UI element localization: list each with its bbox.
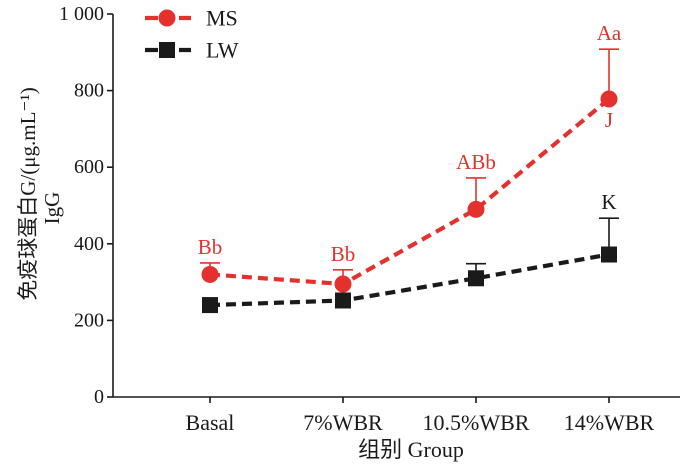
annotation-ms-1: Bb <box>331 242 356 266</box>
y-axis-title-line-2: IgG <box>40 192 64 225</box>
x-axis-title: 组别 Group <box>358 437 464 462</box>
legend: MS LW <box>145 6 239 63</box>
ms-point-7-wbr <box>334 275 352 293</box>
legend-item-lw: LW <box>145 38 239 63</box>
legend-item-ms: MS <box>145 6 238 31</box>
y-axis-title-line-1: 免疫球蛋白G/(μg.mL⁻¹) <box>16 87 40 301</box>
y-tick-label-4: 800 <box>74 80 104 102</box>
y-tick-label-0: 0 <box>94 386 104 408</box>
legend-label-lw: LW <box>206 38 239 63</box>
y-axis: 0 200 400 600 800 1 000 <box>59 3 114 408</box>
ms-point-14-wbr <box>600 90 618 108</box>
lw-point-basal <box>202 297 218 314</box>
lw-point-10-5-wbr <box>468 270 484 287</box>
series-lw <box>202 217 619 314</box>
legend-marker-lw <box>159 42 175 58</box>
lw-series-line <box>209 252 610 308</box>
x-tick-label-7-wbr: 7%WBR <box>303 410 383 435</box>
legend-label-ms: MS <box>206 6 238 31</box>
ms-point-basal <box>201 265 219 283</box>
ms-point-10-5-wbr <box>467 200 485 218</box>
series-ms <box>200 48 619 293</box>
x-tick-label-10-5-wbr: 10.5%WBR <box>423 410 530 435</box>
annotation-ms-0: Bb <box>198 235 223 259</box>
x-tick-label-basal: Basal <box>186 410 235 435</box>
y-tick-label-5: 1 000 <box>59 3 104 25</box>
y-tick-label-3: 600 <box>74 156 104 178</box>
x-tick-label-14-wbr: 14%WBR <box>564 410 655 435</box>
series-layer <box>200 48 619 314</box>
legend-marker-ms <box>158 9 176 27</box>
ms-series-line <box>209 97 611 287</box>
annotation-ms-3: Aa <box>597 21 622 45</box>
annotation-ms-4: J <box>605 108 613 132</box>
y-tick-label-1: 200 <box>74 309 104 331</box>
annotation-layer: Bb Bb ABb Aa J K <box>198 21 622 266</box>
lw-point-14-wbr <box>601 246 617 263</box>
y-tick-label-2: 400 <box>74 233 104 255</box>
x-axis: Basal 7%WBR 10.5%WBR 14%WBR <box>113 396 680 435</box>
lw-point-7-wbr <box>335 292 351 309</box>
annotation-lw-5: K <box>601 190 616 214</box>
annotation-ms-2: ABb <box>456 150 496 174</box>
